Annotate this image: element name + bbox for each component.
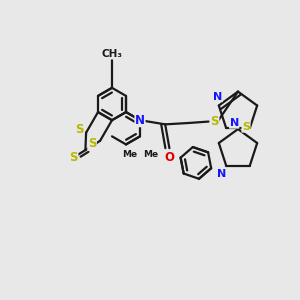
Text: CH₃: CH₃ xyxy=(101,49,122,59)
Text: N: N xyxy=(217,169,226,178)
Text: O: O xyxy=(164,151,174,164)
Text: S: S xyxy=(88,137,96,150)
Text: S: S xyxy=(210,115,219,128)
Text: N: N xyxy=(230,118,239,128)
Text: S: S xyxy=(69,151,78,164)
Text: S: S xyxy=(75,123,83,136)
Text: N: N xyxy=(213,92,223,101)
Text: S: S xyxy=(242,122,250,132)
Text: Me: Me xyxy=(122,150,137,159)
Text: Me: Me xyxy=(143,150,158,159)
Text: N: N xyxy=(135,114,145,127)
